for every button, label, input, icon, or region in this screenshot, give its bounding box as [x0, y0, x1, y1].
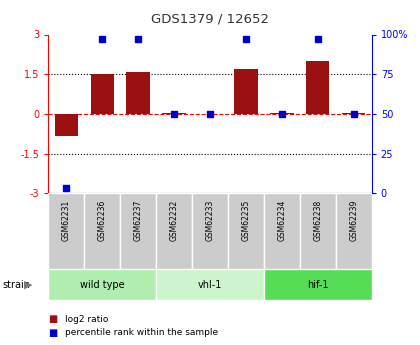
Text: GSM62231: GSM62231: [62, 199, 71, 240]
Text: GSM62238: GSM62238: [313, 199, 322, 240]
Bar: [48, 269, 156, 300]
Bar: [55, 114, 78, 136]
Bar: [336, 193, 372, 269]
Bar: [156, 193, 192, 269]
Text: strain: strain: [2, 280, 30, 289]
Text: GSM62237: GSM62237: [134, 199, 143, 241]
Bar: [163, 113, 186, 114]
Bar: [156, 269, 264, 300]
Bar: [192, 193, 228, 269]
Bar: [48, 193, 84, 269]
Bar: [264, 269, 372, 300]
Bar: [126, 72, 150, 114]
Bar: [342, 113, 365, 114]
Text: ■: ■: [48, 328, 58, 338]
Text: percentile rank within the sample: percentile rank within the sample: [65, 328, 218, 337]
Bar: [120, 193, 156, 269]
Text: log2 ratio: log2 ratio: [65, 315, 108, 324]
Bar: [228, 193, 264, 269]
Bar: [91, 73, 114, 114]
Text: GSM62233: GSM62233: [205, 199, 215, 241]
Bar: [300, 193, 336, 269]
Bar: [234, 69, 257, 114]
Bar: [306, 61, 329, 114]
Text: GSM62239: GSM62239: [349, 199, 358, 241]
Text: hif-1: hif-1: [307, 280, 328, 289]
Bar: [264, 193, 300, 269]
Text: ■: ■: [48, 314, 58, 324]
Text: wild type: wild type: [80, 280, 124, 289]
Text: GSM62234: GSM62234: [277, 199, 286, 241]
Text: GSM62235: GSM62235: [241, 199, 250, 241]
Bar: [84, 193, 120, 269]
Text: GDS1379 / 12652: GDS1379 / 12652: [151, 13, 269, 26]
Bar: [270, 113, 294, 114]
Text: GSM62232: GSM62232: [170, 199, 178, 240]
Text: ▶: ▶: [24, 280, 33, 289]
Text: vhl-1: vhl-1: [198, 280, 222, 289]
Text: GSM62236: GSM62236: [98, 199, 107, 241]
